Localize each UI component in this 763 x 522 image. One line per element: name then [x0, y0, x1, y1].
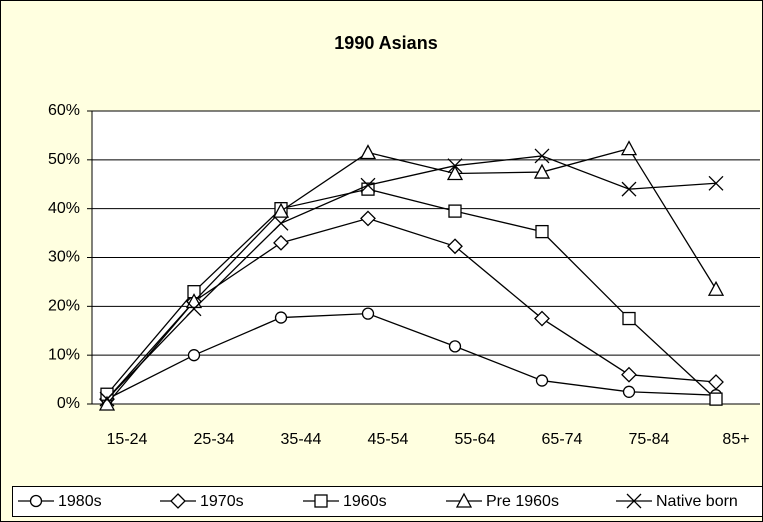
y-tick-label: 20%	[48, 298, 80, 315]
legend-label: 1960s	[343, 493, 387, 510]
data-point	[534, 148, 550, 164]
x-tick-label: 55-64	[455, 431, 496, 448]
data-point	[622, 311, 636, 326]
data-point	[447, 158, 463, 174]
legend-label: Native born	[656, 493, 738, 510]
chart-title: 1990 Asians	[334, 33, 437, 53]
x-tick-label: 25-34	[194, 431, 235, 448]
series-line	[106, 147, 717, 405]
data-point	[361, 307, 375, 320]
data-point	[533, 163, 551, 179]
legend-marker	[455, 492, 473, 508]
data-point	[272, 202, 290, 218]
data-point	[187, 349, 201, 362]
data-point	[708, 374, 724, 390]
data-point	[99, 391, 115, 407]
data-point	[535, 374, 549, 387]
data-point	[534, 310, 550, 327]
data-point	[273, 234, 289, 251]
x-tick-label: 65-74	[542, 431, 583, 448]
series-line	[106, 313, 717, 400]
data-point	[621, 366, 637, 383]
x-tick-label: 85+	[722, 431, 749, 448]
series-line	[106, 217, 717, 400]
data-point	[620, 140, 638, 156]
data-point	[535, 224, 549, 239]
data-point	[622, 385, 636, 398]
legend-marker	[170, 493, 186, 509]
x-tick-label: 75-84	[629, 431, 670, 448]
data-point	[360, 210, 376, 227]
series-line	[106, 155, 717, 400]
data-point	[446, 165, 464, 181]
legend-label: Pre 1960s	[486, 493, 559, 510]
legend-label: 1980s	[58, 493, 102, 510]
legend-marker	[314, 494, 328, 508]
data-point	[708, 175, 724, 191]
data-point	[186, 301, 202, 317]
data-point	[447, 238, 463, 255]
y-tick-label: 50%	[48, 151, 80, 168]
legend-label: 1970s	[200, 493, 244, 510]
data-point	[185, 293, 203, 309]
y-tick-label: 40%	[48, 200, 80, 217]
y-tick-label: 0%	[57, 395, 80, 412]
data-point	[274, 311, 288, 324]
data-point	[273, 215, 289, 231]
y-tick-label: 30%	[48, 249, 80, 266]
data-point	[359, 144, 377, 160]
series-line	[106, 188, 717, 400]
data-point	[360, 177, 376, 193]
data-point	[707, 280, 725, 296]
data-point	[621, 181, 637, 197]
x-tick-label: 35-44	[281, 431, 322, 448]
y-tick-label: 60%	[48, 102, 80, 119]
legend-marker	[626, 493, 642, 509]
x-tick-label: 45-54	[368, 431, 409, 448]
data-point	[709, 392, 723, 406]
data-point	[448, 204, 462, 218]
data-point	[448, 340, 462, 353]
x-tick-label: 15-24	[107, 431, 148, 448]
legend-marker	[29, 494, 43, 508]
y-tick-label: 10%	[48, 346, 80, 363]
